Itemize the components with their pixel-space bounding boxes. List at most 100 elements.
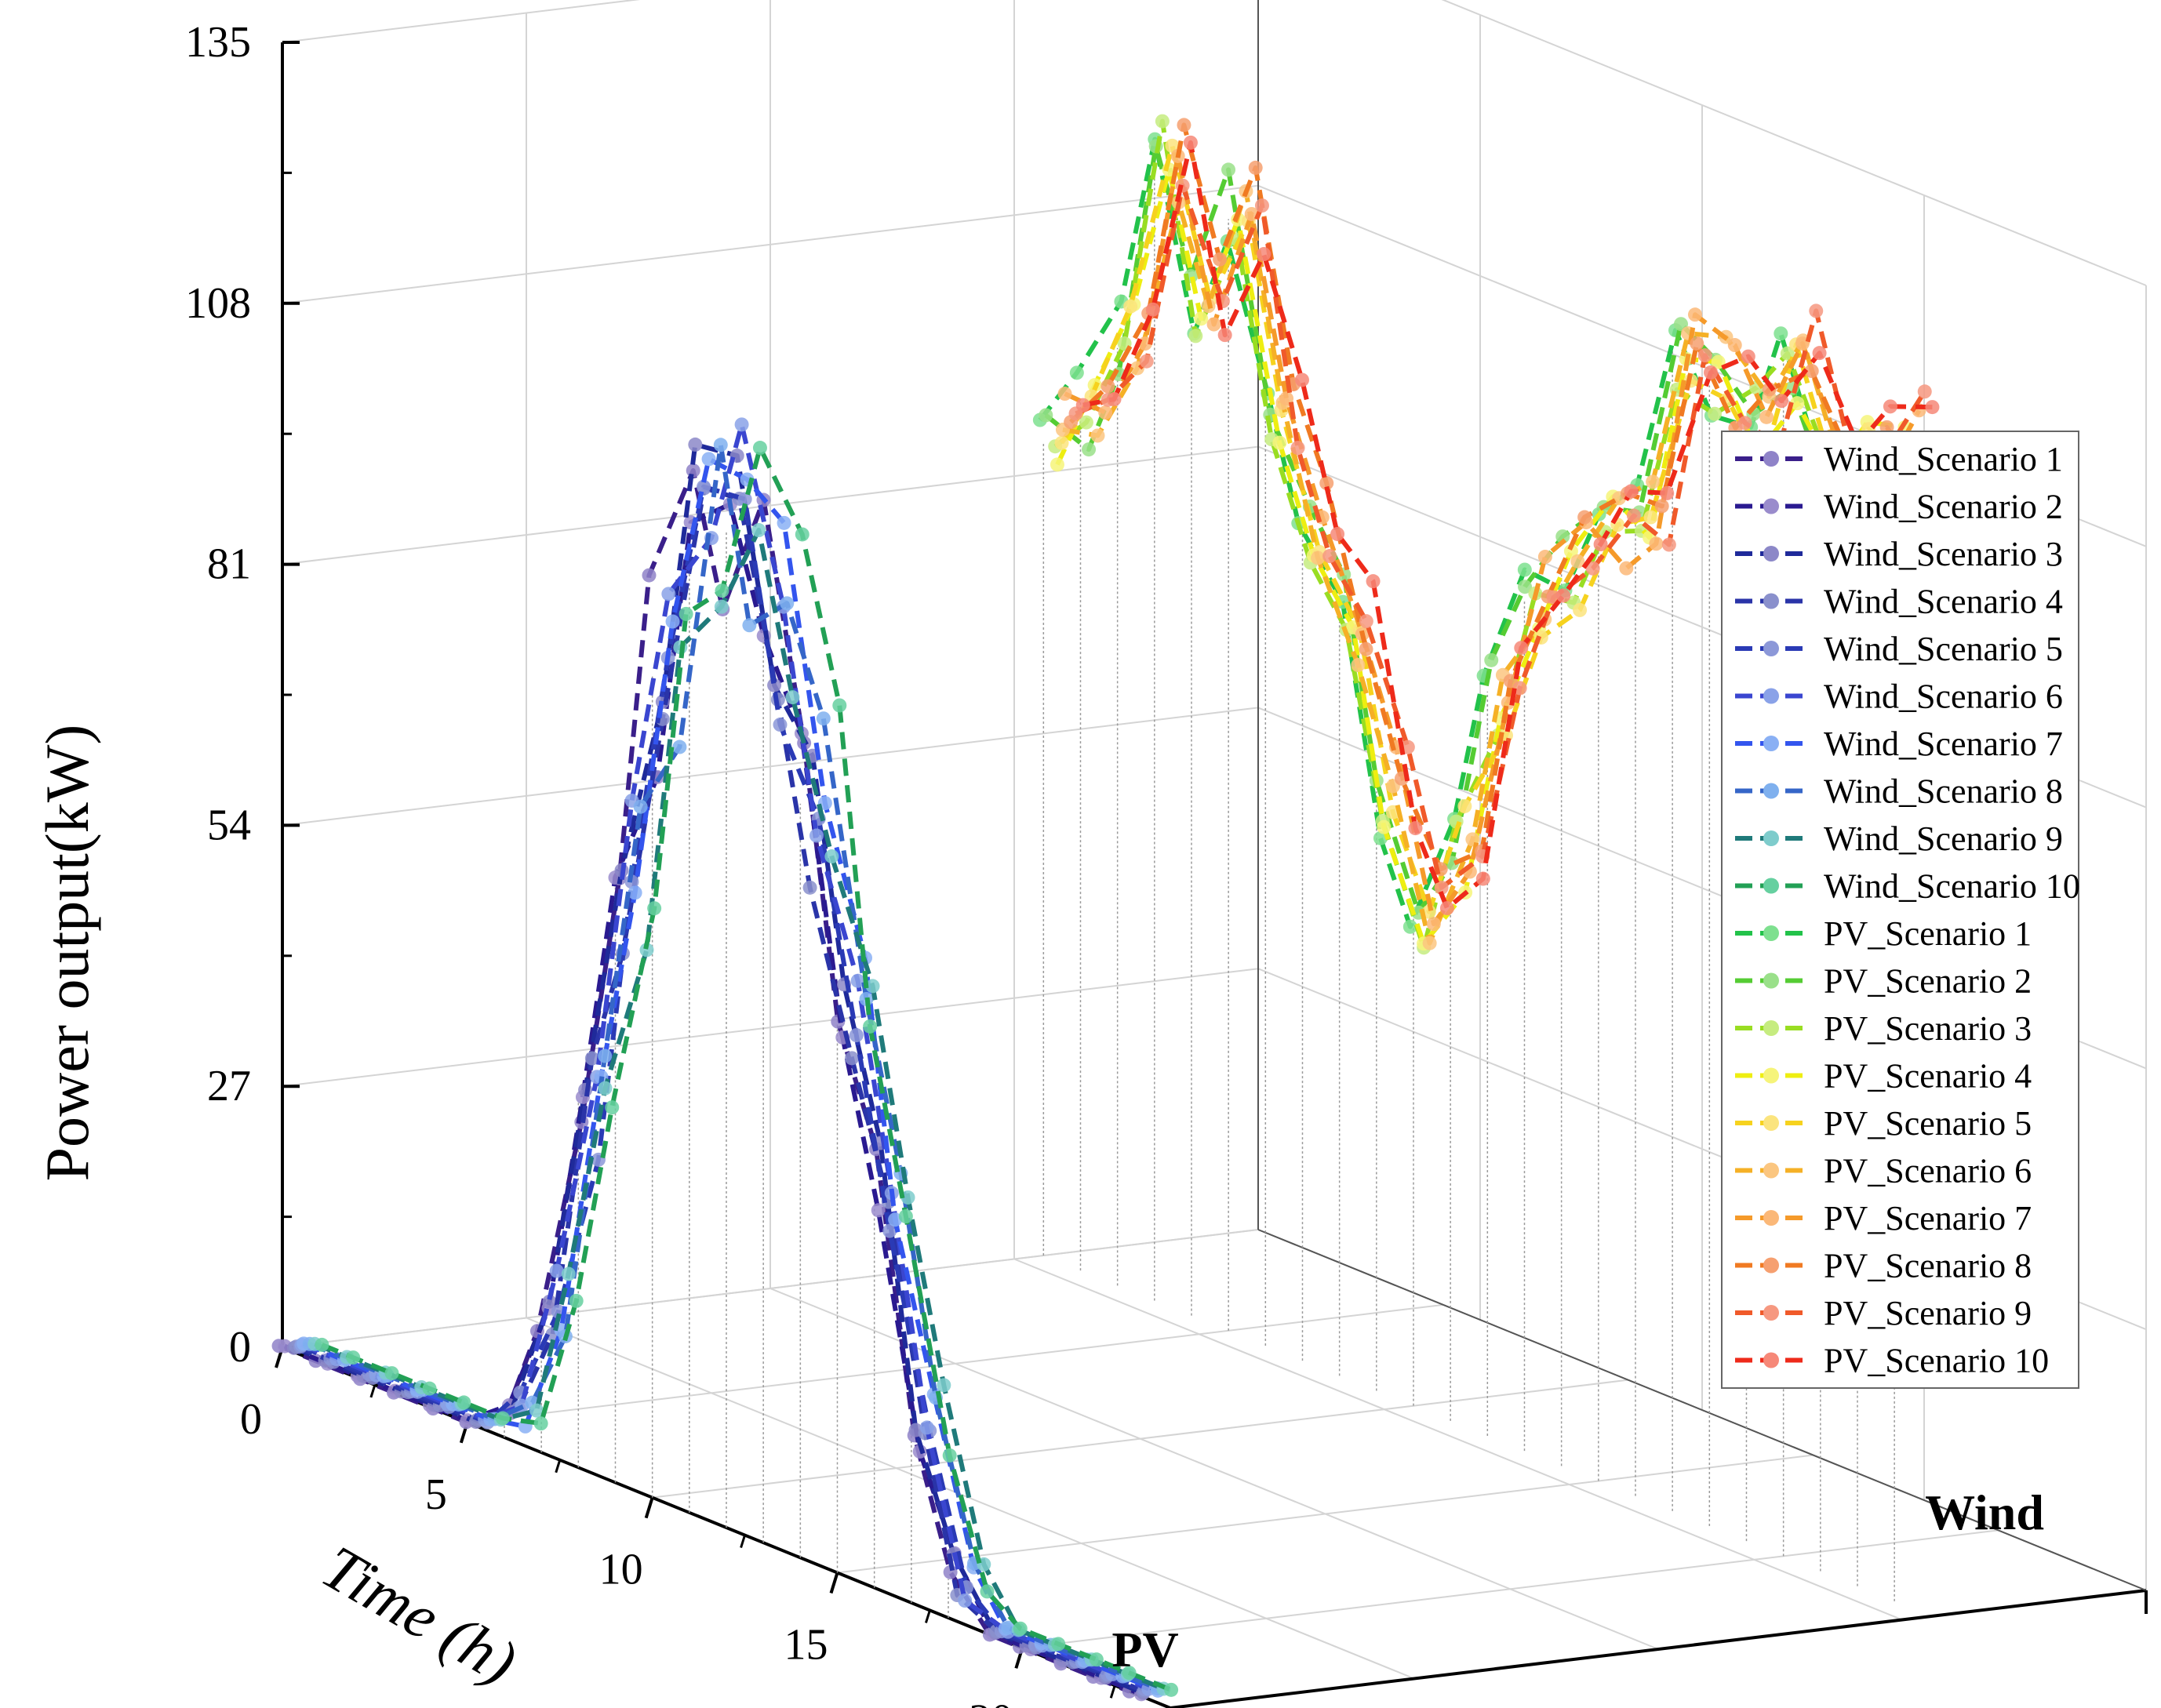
pv-series-10	[315, 441, 1179, 1697]
data-point	[737, 492, 752, 507]
data-point	[633, 799, 648, 814]
data-point	[1556, 588, 1571, 603]
legend-label: Wind_Scenario 1	[1824, 440, 2063, 478]
data-point	[1514, 641, 1529, 656]
y-axis-title: Power output(kW)	[33, 725, 101, 1182]
data-point	[1426, 917, 1441, 932]
data-point	[1737, 416, 1752, 431]
data-point	[549, 1263, 564, 1278]
data-point	[871, 1203, 886, 1218]
data-point	[1221, 162, 1236, 177]
data-point	[605, 1100, 620, 1115]
data-point	[850, 973, 865, 988]
data-point	[1687, 307, 1702, 322]
x-tick	[829, 1572, 839, 1594]
data-point	[665, 614, 680, 629]
data-point	[1217, 328, 1232, 343]
data-point	[529, 1403, 544, 1418]
legend-label: PV_Scenario 1	[1824, 914, 2032, 953]
data-point	[1697, 348, 1712, 363]
data-point	[780, 596, 795, 611]
legend-item: Wind_Scenario 10	[1735, 867, 2080, 906]
data-point	[958, 1594, 973, 1608]
data-point	[795, 527, 809, 542]
data-point	[1704, 365, 1719, 380]
legend-swatch-marker	[1763, 641, 1779, 656]
legend-swatch-marker	[1763, 546, 1779, 561]
data-point	[816, 711, 831, 726]
data-point	[1101, 379, 1115, 394]
legend-item: Wind_Scenario 4	[1735, 583, 2063, 621]
data-point	[942, 1448, 957, 1463]
legend-item: Wind_Scenario 1	[1735, 440, 2063, 478]
data-point	[1248, 160, 1263, 175]
data-point	[1001, 1620, 1016, 1635]
legend-item: PV_Scenario 3	[1735, 1009, 2032, 1048]
legend-swatch-marker	[1763, 1352, 1779, 1368]
data-point	[1319, 476, 1334, 491]
legend-label: PV_Scenario 4	[1824, 1057, 2032, 1096]
data-point	[1272, 435, 1287, 450]
data-point	[919, 1420, 934, 1435]
data-point	[628, 885, 642, 900]
data-point	[1434, 880, 1449, 895]
data-point	[1624, 484, 1639, 499]
data-point	[1082, 442, 1097, 457]
data-point	[734, 417, 749, 432]
data-point	[457, 1395, 471, 1410]
data-point	[688, 437, 703, 452]
data-point	[1422, 936, 1437, 950]
data-point	[785, 690, 800, 705]
data-point	[713, 438, 728, 452]
data-point	[1883, 399, 1897, 414]
data-point	[863, 1019, 878, 1034]
legend-item: PV_Scenario 7	[1735, 1199, 2032, 1237]
data-point	[1051, 1637, 1066, 1652]
data-point	[849, 1028, 864, 1043]
data-point	[1402, 919, 1417, 934]
data-point	[1661, 537, 1676, 552]
axes-layer: 0 27 54 81 108 135 0 5 10 15 20	[185, 0, 2148, 1708]
legend-label: PV_Scenario 9	[1824, 1294, 2032, 1332]
data-point	[598, 1048, 613, 1063]
series-line	[1064, 154, 1922, 927]
data-point	[1089, 1652, 1104, 1667]
data-point	[715, 583, 729, 598]
data-point	[1563, 543, 1578, 558]
z-label-wind: Wind	[1925, 1485, 2044, 1540]
legend-item: Wind_Scenario 5	[1735, 630, 2063, 668]
legend-swatch-marker	[1763, 593, 1779, 609]
legend-label: Wind_Scenario 3	[1824, 535, 2063, 573]
data-point	[495, 1411, 510, 1426]
data-point	[1122, 1666, 1137, 1681]
data-point	[832, 698, 847, 713]
data-point	[1139, 354, 1154, 369]
legend-label: Wind_Scenario 4	[1824, 583, 2063, 621]
legend: Wind_Scenario 1 Wind_Scenario 2 Wind_Scena…	[1721, 431, 2080, 1389]
data-point	[1188, 329, 1203, 343]
x-tick-label: 20	[969, 1695, 1013, 1708]
data-point	[697, 479, 711, 494]
data-point	[1075, 398, 1090, 412]
data-point	[598, 1081, 613, 1096]
legend-swatch-marker	[1763, 451, 1779, 467]
legend-item: Wind_Scenario 6	[1735, 678, 2063, 716]
data-point	[1069, 365, 1084, 380]
data-point	[1925, 400, 1940, 415]
data-point	[865, 979, 880, 994]
legend-swatch-marker	[1763, 498, 1779, 514]
data-point	[678, 606, 693, 621]
legend-item: PV_Scenario 8	[1735, 1247, 2032, 1285]
legend-swatch-marker	[1763, 736, 1779, 751]
data-point	[1098, 405, 1113, 420]
data-point	[1322, 549, 1337, 564]
data-point	[1206, 317, 1221, 332]
data-point	[542, 1294, 557, 1309]
data-point	[346, 1350, 361, 1365]
pv-series-9	[307, 523, 1171, 1696]
data-point	[898, 1209, 913, 1224]
legend-item: PV_Scenario 1	[1735, 914, 2032, 953]
legend-item: Wind_Scenario 9	[1735, 819, 2063, 858]
data-point	[1537, 550, 1552, 565]
data-point	[701, 452, 716, 467]
